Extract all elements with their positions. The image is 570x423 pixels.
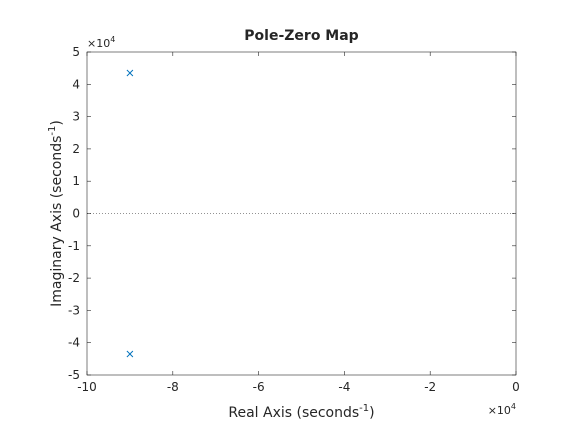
x-exponent-label: ×104 — [488, 402, 516, 417]
y-exponent-label: ×104 — [87, 35, 115, 50]
x-tick-label: -6 — [253, 380, 265, 394]
plot-area — [86, 51, 517, 376]
x-axis-label: Real Axis (seconds-1) — [228, 403, 374, 421]
y-axis-label: Imaginary Axis (seconds-1) — [47, 120, 65, 307]
y-tick-label: 5 — [72, 45, 80, 59]
y-tick-label: 0 — [72, 207, 80, 221]
x-tick-label: -4 — [338, 380, 350, 394]
y-tick-label: 1 — [72, 174, 80, 188]
y-tick-label: 4 — [72, 77, 80, 91]
x-tick-label: -10 — [77, 380, 97, 394]
y-tick-label: -1 — [68, 239, 80, 253]
y-tick-label: 3 — [72, 110, 80, 124]
pole-marker — [126, 350, 134, 358]
chart-title: Pole-Zero Map — [244, 28, 358, 44]
y-tick-label: -5 — [68, 368, 80, 382]
x-tick-label: -2 — [424, 380, 436, 394]
y-tick-label: -2 — [68, 271, 80, 285]
x-tick-label: 0 — [512, 380, 520, 394]
y-tick-label: -3 — [68, 303, 80, 317]
pole-marker — [126, 69, 134, 77]
y-tick-label: 2 — [72, 142, 80, 156]
x-tick-label: -8 — [167, 380, 179, 394]
y-tick-label: -4 — [68, 336, 80, 350]
